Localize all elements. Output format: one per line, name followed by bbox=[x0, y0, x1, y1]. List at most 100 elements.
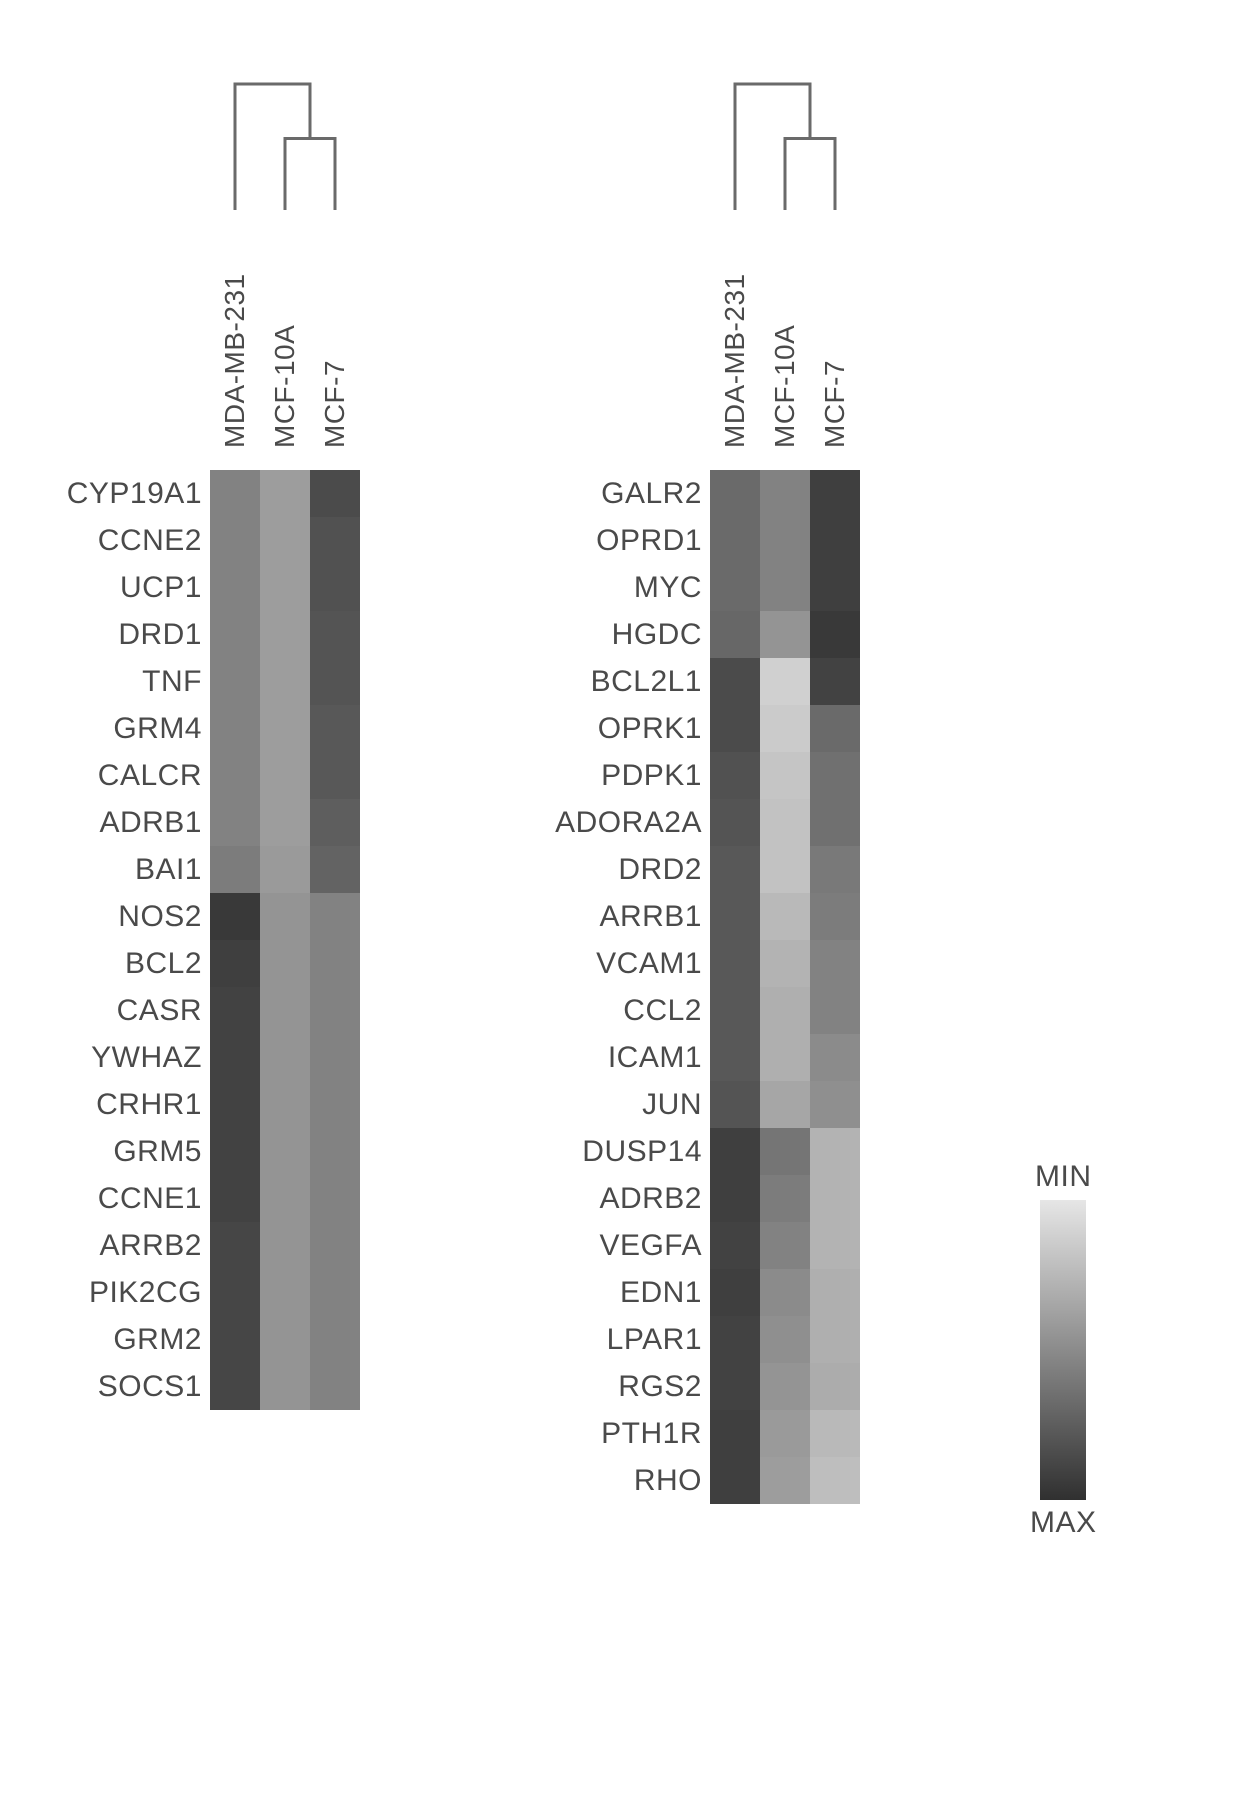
heatmap-cell bbox=[210, 611, 260, 658]
heatmap-cell bbox=[260, 1269, 310, 1316]
column-label: MCF-10A bbox=[260, 218, 310, 448]
heatmap-cell bbox=[810, 1363, 860, 1410]
row-label: TNF bbox=[142, 658, 202, 705]
heatmap-cell bbox=[210, 470, 260, 517]
heatmap-cell bbox=[210, 1175, 260, 1222]
row-label: BAI1 bbox=[135, 846, 202, 893]
heatmap-cell bbox=[260, 517, 310, 564]
heatmap-cell bbox=[760, 752, 810, 799]
heatmap-cell bbox=[260, 611, 310, 658]
row-label: JUN bbox=[642, 1081, 702, 1128]
heatmap-cell bbox=[760, 1175, 810, 1222]
heatmap-cell bbox=[810, 1457, 860, 1504]
heatmap-cell bbox=[710, 940, 760, 987]
heatmap-cell bbox=[310, 1363, 360, 1410]
row-labels: CYP19A1CCNE2UCP1DRD1TNFGRM4CALCRADRB1BAI… bbox=[40, 470, 210, 1410]
heatmap-cell bbox=[210, 799, 260, 846]
heatmap-cell bbox=[210, 1128, 260, 1175]
heatmap-cell bbox=[210, 1081, 260, 1128]
heatmap-cell bbox=[710, 1363, 760, 1410]
heatmap-cell bbox=[810, 799, 860, 846]
row-label: GALR2 bbox=[601, 470, 702, 517]
heatmap-cell bbox=[260, 1175, 310, 1222]
heatmap-cell bbox=[760, 705, 810, 752]
heatmap-cell bbox=[210, 940, 260, 987]
dendrogram-icon bbox=[210, 80, 360, 210]
heatmap-cell bbox=[760, 611, 810, 658]
heatmap-cell bbox=[260, 1222, 310, 1269]
heatmap-cell bbox=[810, 893, 860, 940]
heatmap-cell bbox=[310, 1128, 360, 1175]
heatmap-figure: MDA-MB-231MCF-10AMCF-7 CYP19A1CCNE2UCP1DR… bbox=[0, 0, 1240, 1808]
heatmap-cell bbox=[260, 564, 310, 611]
row-label: CASR bbox=[117, 987, 202, 1034]
legend-color-bar bbox=[1040, 1200, 1086, 1500]
heatmap-cell bbox=[760, 987, 810, 1034]
heatmap-cell bbox=[710, 1034, 760, 1081]
row-label: RHO bbox=[634, 1457, 702, 1504]
color-scale-legend: MIN MAX bbox=[1030, 1160, 1097, 1540]
heatmap-cell bbox=[210, 564, 260, 611]
heatmap-cell bbox=[760, 1410, 810, 1457]
row-label: BCL2 bbox=[125, 940, 202, 987]
heatmap-cell bbox=[810, 611, 860, 658]
heatmap-cell bbox=[710, 752, 760, 799]
heatmap-cell bbox=[810, 1081, 860, 1128]
heatmap-cell bbox=[310, 658, 360, 705]
heatmap-cell bbox=[210, 846, 260, 893]
row-label: CYP19A1 bbox=[67, 470, 202, 517]
heatmap-grid bbox=[710, 470, 860, 1504]
row-label: OPRD1 bbox=[596, 517, 702, 564]
row-label: ICAM1 bbox=[608, 1034, 702, 1081]
row-label: HGDC bbox=[612, 611, 702, 658]
row-label: DRD1 bbox=[118, 611, 202, 658]
dendrogram bbox=[710, 80, 860, 210]
heatmap-cell bbox=[810, 1128, 860, 1175]
heatmap-cell bbox=[810, 987, 860, 1034]
heatmap-area: CYP19A1CCNE2UCP1DRD1TNFGRM4CALCRADRB1BAI… bbox=[40, 470, 360, 1410]
legend-min-label: MIN bbox=[1035, 1160, 1092, 1194]
heatmap-grid bbox=[210, 470, 360, 1410]
row-label: GRM5 bbox=[113, 1128, 202, 1175]
heatmap-cell bbox=[760, 846, 810, 893]
heatmap-cell bbox=[260, 799, 310, 846]
heatmap-cell bbox=[760, 940, 810, 987]
heatmap-cell bbox=[210, 1316, 260, 1363]
heatmap-cell bbox=[310, 987, 360, 1034]
heatmap-cell bbox=[760, 1034, 810, 1081]
row-label: ARRB2 bbox=[99, 1222, 202, 1269]
row-label: CALCR bbox=[98, 752, 202, 799]
row-label: UCP1 bbox=[120, 564, 202, 611]
heatmap-cell bbox=[710, 846, 760, 893]
heatmap-cell bbox=[810, 1316, 860, 1363]
row-label: PIK2CG bbox=[89, 1269, 202, 1316]
row-label: CRHR1 bbox=[96, 1081, 202, 1128]
heatmap-cell bbox=[310, 1316, 360, 1363]
row-label: GRM4 bbox=[113, 705, 202, 752]
heatmap-cell bbox=[310, 611, 360, 658]
heatmap-cell bbox=[810, 846, 860, 893]
heatmap-cell bbox=[710, 564, 760, 611]
heatmap-cell bbox=[310, 1175, 360, 1222]
column-label: MDA-MB-231 bbox=[210, 218, 260, 448]
heatmap-cell bbox=[710, 1128, 760, 1175]
heatmap-cell bbox=[260, 658, 310, 705]
heatmap-cell bbox=[260, 1363, 310, 1410]
heatmap-cell bbox=[210, 1222, 260, 1269]
heatmap-cell bbox=[260, 1316, 310, 1363]
column-label: MCF-7 bbox=[310, 218, 360, 448]
heatmap-cell bbox=[210, 1363, 260, 1410]
row-label: CCL2 bbox=[623, 987, 702, 1034]
heatmap-cell bbox=[710, 517, 760, 564]
heatmap-cell bbox=[310, 1269, 360, 1316]
heatmap-cell bbox=[760, 1269, 810, 1316]
heatmap-area: GALR2OPRD1MYCHGDCBCL2L1OPRK1PDPK1ADORA2A… bbox=[530, 470, 860, 1504]
row-label: NOS2 bbox=[118, 893, 202, 940]
heatmap-cell bbox=[210, 705, 260, 752]
row-label: ARRB1 bbox=[599, 893, 702, 940]
row-label: YWHAZ bbox=[91, 1034, 202, 1081]
heatmap-cell bbox=[710, 799, 760, 846]
heatmap-cell bbox=[710, 1175, 760, 1222]
heatmap-cell bbox=[810, 1269, 860, 1316]
row-label: LPAR1 bbox=[607, 1316, 702, 1363]
